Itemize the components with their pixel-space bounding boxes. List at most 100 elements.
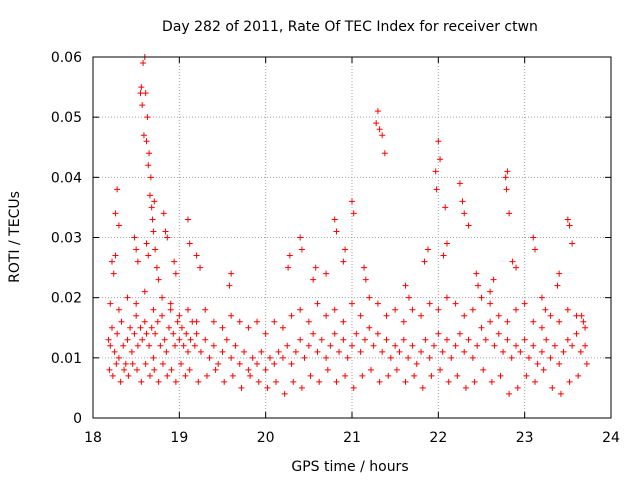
data-point bbox=[228, 270, 235, 277]
data-point bbox=[182, 372, 189, 379]
data-point bbox=[575, 372, 582, 379]
data-point bbox=[543, 336, 550, 343]
data-point bbox=[557, 390, 564, 397]
data-point bbox=[152, 330, 159, 337]
data-point bbox=[151, 366, 158, 373]
data-point bbox=[115, 306, 122, 313]
data-point bbox=[426, 300, 433, 307]
data-point bbox=[176, 336, 183, 343]
data-point bbox=[504, 318, 511, 325]
data-point bbox=[187, 336, 194, 343]
data-point bbox=[154, 318, 161, 325]
data-point bbox=[178, 360, 185, 367]
data-point bbox=[125, 372, 132, 379]
data-point bbox=[131, 234, 138, 241]
x-tick-labels: 18 19 20 21 22 23 24 bbox=[84, 430, 620, 446]
data-point bbox=[202, 306, 209, 313]
data-point bbox=[228, 312, 235, 319]
data-point bbox=[409, 306, 416, 313]
data-point bbox=[180, 342, 187, 349]
data-point bbox=[210, 342, 217, 349]
data-point bbox=[258, 348, 265, 355]
y-tick-label: 0.03 bbox=[51, 231, 82, 247]
data-point bbox=[547, 354, 554, 361]
data-point bbox=[340, 258, 347, 265]
data-point bbox=[236, 360, 243, 367]
data-point bbox=[465, 222, 472, 229]
data-point bbox=[155, 378, 162, 385]
data-point bbox=[350, 210, 357, 217]
x-tick-label: 21 bbox=[343, 430, 361, 446]
data-point bbox=[114, 186, 121, 193]
data-point bbox=[383, 336, 390, 343]
data-point bbox=[172, 378, 179, 385]
chart-title: Day 282 of 2011, Rate Of TEC Index for r… bbox=[162, 19, 538, 35]
x-tick-label: 22 bbox=[429, 430, 447, 446]
data-point bbox=[193, 318, 200, 325]
data-point bbox=[151, 198, 158, 205]
data-point bbox=[171, 258, 178, 265]
data-point bbox=[254, 360, 261, 367]
data-point bbox=[143, 330, 150, 337]
y-axis-label: ROTI / TECUs bbox=[7, 191, 23, 283]
data-point bbox=[113, 360, 120, 367]
data-point bbox=[340, 336, 347, 343]
data-point bbox=[336, 348, 343, 355]
data-point bbox=[273, 378, 280, 385]
data-point bbox=[469, 354, 476, 361]
y-tick-label: 0 bbox=[73, 411, 82, 427]
data-point bbox=[532, 378, 539, 385]
data-point bbox=[569, 240, 576, 247]
data-point bbox=[105, 336, 112, 343]
data-point bbox=[376, 378, 383, 385]
data-point bbox=[206, 354, 213, 361]
data-point bbox=[418, 348, 425, 355]
data-point bbox=[172, 270, 179, 277]
data-point bbox=[148, 204, 155, 211]
data-point bbox=[573, 330, 580, 337]
data-point bbox=[487, 300, 494, 307]
data-point bbox=[203, 372, 210, 379]
data-point bbox=[495, 330, 502, 337]
data-point bbox=[462, 384, 469, 391]
data-point bbox=[145, 252, 152, 259]
y-tick-label: 0.02 bbox=[51, 291, 82, 307]
data-point bbox=[138, 84, 145, 91]
data-point bbox=[241, 348, 248, 355]
data-point bbox=[538, 324, 545, 331]
data-point bbox=[124, 336, 131, 343]
data-point bbox=[440, 252, 447, 259]
data-point bbox=[127, 324, 134, 331]
data-point bbox=[164, 234, 171, 241]
data-point bbox=[316, 378, 323, 385]
data-point bbox=[133, 300, 140, 307]
data-point bbox=[223, 336, 230, 343]
data-point bbox=[140, 60, 147, 67]
data-point bbox=[221, 378, 228, 385]
data-point bbox=[281, 390, 288, 397]
data-point bbox=[163, 348, 170, 355]
data-point bbox=[128, 348, 135, 355]
data-point bbox=[150, 306, 157, 313]
data-point bbox=[114, 330, 121, 337]
data-point bbox=[133, 246, 140, 253]
data-point bbox=[452, 342, 459, 349]
data-point bbox=[393, 366, 400, 373]
data-point bbox=[580, 318, 587, 325]
data-point bbox=[254, 318, 261, 325]
data-point bbox=[428, 372, 435, 379]
data-point bbox=[465, 336, 472, 343]
data-point bbox=[314, 348, 321, 355]
data-point bbox=[459, 198, 466, 205]
data-point bbox=[500, 348, 507, 355]
data-point bbox=[488, 378, 495, 385]
data-point bbox=[554, 282, 561, 289]
data-point bbox=[530, 342, 537, 349]
x-axis-label: GPS time / hours bbox=[291, 459, 408, 475]
data-point bbox=[480, 366, 487, 373]
data-point bbox=[266, 354, 273, 361]
data-point bbox=[503, 186, 510, 193]
y-tick-label: 0.04 bbox=[51, 170, 82, 186]
data-point bbox=[107, 342, 114, 349]
data-point bbox=[232, 342, 239, 349]
